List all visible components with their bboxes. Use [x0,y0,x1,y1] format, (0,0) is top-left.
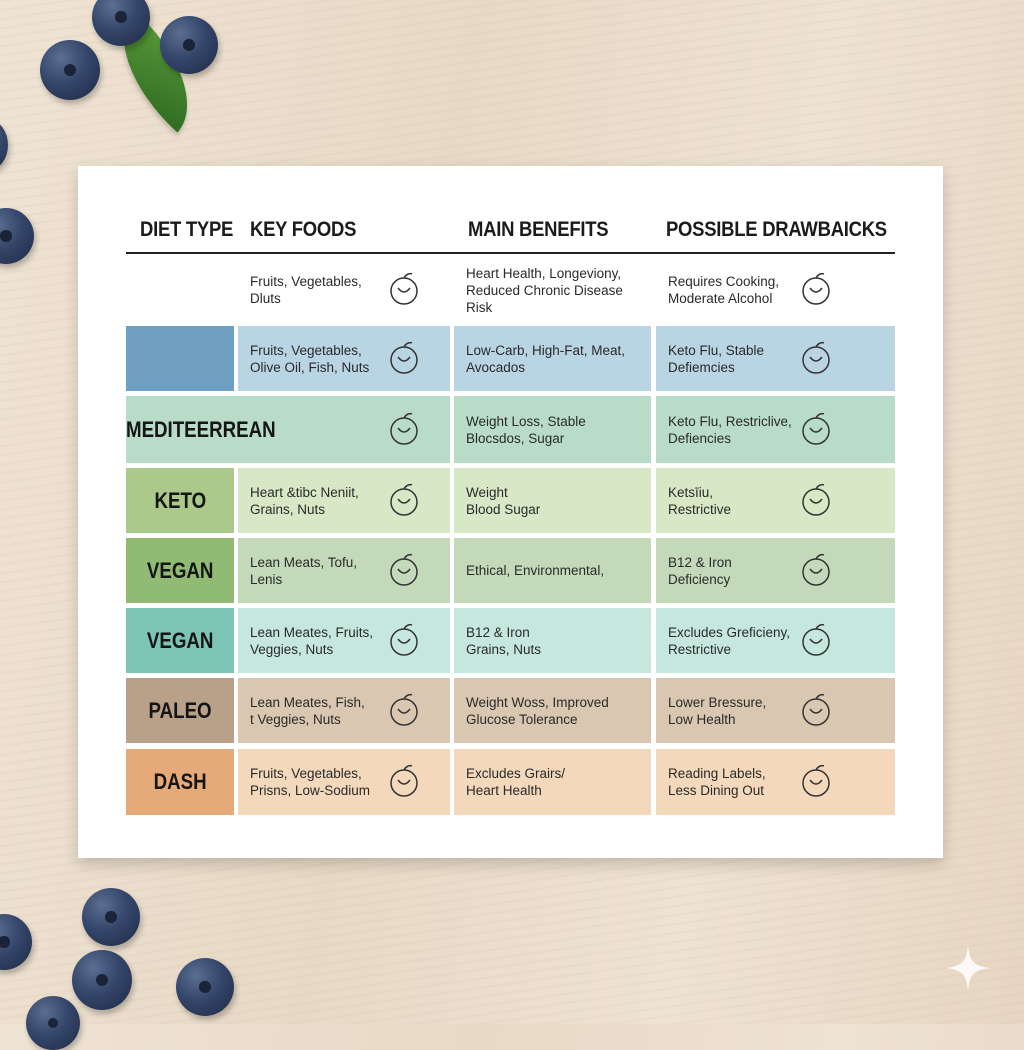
nuts-icon [384,691,424,731]
main-benefits-cell: B12 & Iron Grains, Nuts [454,608,651,673]
key-foods-cell: Lean Meats, Tofu, Lenis [238,538,450,603]
key-foods-cell: Lean Meates, Fruits, Veggies, Nuts [238,608,450,673]
drawbacks-cell: B12 & Iron Deficiency [656,538,895,603]
key-foods-cell-text: Heart &tibc Neniit, Grains, Nuts [250,484,359,517]
salad-bowl-icon [796,339,836,379]
blueberry [176,958,234,1016]
key-foods-cell: Fruits, Vegetables, Dluts [238,265,450,315]
avocado-icon [384,481,424,521]
diet-type-cell-text: VEGAN [146,627,214,653]
blueberry [0,120,8,170]
main-benefits-cell: Low-Carb, High-Fat, Meat, Avocados [454,326,651,391]
main-benefits-cell-text: Weight Loss, Stable Blocsdos, Sugar [466,413,586,446]
blueberry [92,0,150,46]
heart-icon [384,270,424,310]
watermelon-icon [384,339,424,379]
header-possible-drawbacks: POSSIBLE DRAWBAICKS [666,218,887,241]
main-benefits-cell-text: Heart Health, Longeviony, Reduced Chroni… [466,265,623,315]
plate-icon [796,691,836,731]
diet-type-cell [126,265,234,315]
drawbacks-cell: Ketsīiu, Restrictive [656,468,895,533]
drawbacks-cell-text: Requires Cooking, Moderate Alcohol [668,274,780,306]
diet-type-cell: VEGAN [126,608,234,673]
main-benefits-cell: Excludes Grairs/ Heart Health [454,749,651,815]
blueberry [72,950,132,1010]
drawbacks-cell: Keto Flu, Restriclive, Defiencies [656,396,895,463]
crossed-out-drink-icon [796,270,836,310]
main-benefits-cell: Ethical, Environmental, [454,538,651,603]
apple-icon [384,621,424,661]
key-foods-cell-text: Lean Meates, Fish, t Veggies, Nuts [250,694,365,727]
main-benefits-cell-text: Ethical, Environmental, [466,563,605,578]
blueberry [82,888,140,946]
sparkle-icon [946,946,990,990]
drawbacks-cell-text: Reading Labels, Less Dining Out [668,766,766,798]
drawbacks-cell: Excludes Greficieny, Restrictive [656,608,895,673]
drawbacks-cell: Lower Bressure, Low Health [656,678,895,743]
main-benefits-cell: Weight Loss, Stable Blocsdos, Sugar [454,396,651,463]
drawbacks-cell-text: Lower Bressure, Low Health [668,694,767,727]
key-foods-cell-text: Lean Meates, Fruits, Veggies, Nuts [250,624,374,657]
key-foods-cell-text: Lean Meats, Tofu, Lenis [250,554,358,587]
diet-type-cell-text: PALEO [148,697,212,723]
key-foods-cell: Lean Meates, Fish, t Veggies, Nuts [238,678,450,743]
fruit-basket-icon [796,410,836,450]
blueberry [26,996,80,1050]
drawbacks-cell: Reading Labels, Less Dining Out [656,749,895,815]
diet-type-cell: DASH [126,749,234,815]
blueberry [160,16,218,74]
key-foods-cell: Fruits, Vegetables, Prisns, Low-Sodium [238,749,450,815]
key-foods-cell-text: Fruits, Vegetables, Olive Oil, Fish, Nut… [250,342,370,375]
bottle-icon [796,621,836,661]
drawbacks-cell-text: Ketsīiu, Restrictive [668,484,732,517]
main-benefits-cell: Weight Woss, Improved Glucose Tolerance [454,678,651,743]
key-foods-cell: Fruits, Vegetables, Olive Oil, Fish, Nut… [238,326,450,391]
diet-type-cell: MEDITEERREAN [126,396,450,463]
crossed-leaf-icon [796,551,836,591]
main-benefits-cell-text: Low-Carb, High-Fat, Meat, Avocados [466,342,626,375]
drawbacks-cell-text: B12 & Iron Deficiency [668,554,732,587]
main-benefits-cell: Weight Blood Sugar [454,468,651,533]
main-benefits-cell-text: Excludes Grairs/ Heart Health [466,766,566,798]
tofu-icon [384,551,424,591]
header-diet-type: DIET TYPE [140,218,234,241]
main-benefits-cell-text: Weight Blood Sugar [466,484,541,517]
drawbacks-cell: Requires Cooking, Moderate Alcohol [656,265,895,315]
fruit-icon [384,762,424,802]
diet-type-cell-text: VEGAN [146,557,214,583]
main-benefits-cell-text: Weight Woss, Improved Glucose Tolerance [466,694,609,727]
header-divider [126,252,895,254]
diet-type-cell-text: MEDITEERREAN [126,416,276,442]
drawbacks-cell-text: Keto Flu, Restriclive, Defiencies [668,413,792,446]
drawbacks-cell: Keto Flu, Stable Defiemcies [656,326,895,391]
plant-pot-icon [384,410,424,450]
diet-type-cell [126,326,234,391]
key-foods-cell-text: Fruits, Vegetables, Dluts [250,274,362,306]
pepper-icon [796,481,836,521]
blueberry [40,40,100,100]
diet-type-cell: KETO [126,468,234,533]
main-benefits-cell-text: B12 & Iron Grains, Nuts [466,624,542,657]
header-main-benefits: MAIN BENEFITS [468,218,609,241]
diet-type-cell-text: DASH [153,769,207,794]
drawbacks-cell-text: Keto Flu, Stable Defiemcies [668,342,765,375]
diet-type-cell: VEGAN [126,538,234,603]
drawbacks-cell-text: Excludes Greficieny, Restrictive [668,624,791,657]
diet-type-cell-text: KETO [154,487,206,513]
header-key-foods: KEY FOODS [250,218,357,241]
key-foods-cell: Heart &tibc Neniit, Grains, Nuts [238,468,450,533]
key-foods-cell-text: Fruits, Vegetables, Prisns, Low-Sodium [250,766,371,798]
fruit-bowl-icon [796,762,836,802]
main-benefits-cell: Heart Health, Longeviony, Reduced Chroni… [454,265,651,315]
diet-type-cell: PALEO [126,678,234,743]
